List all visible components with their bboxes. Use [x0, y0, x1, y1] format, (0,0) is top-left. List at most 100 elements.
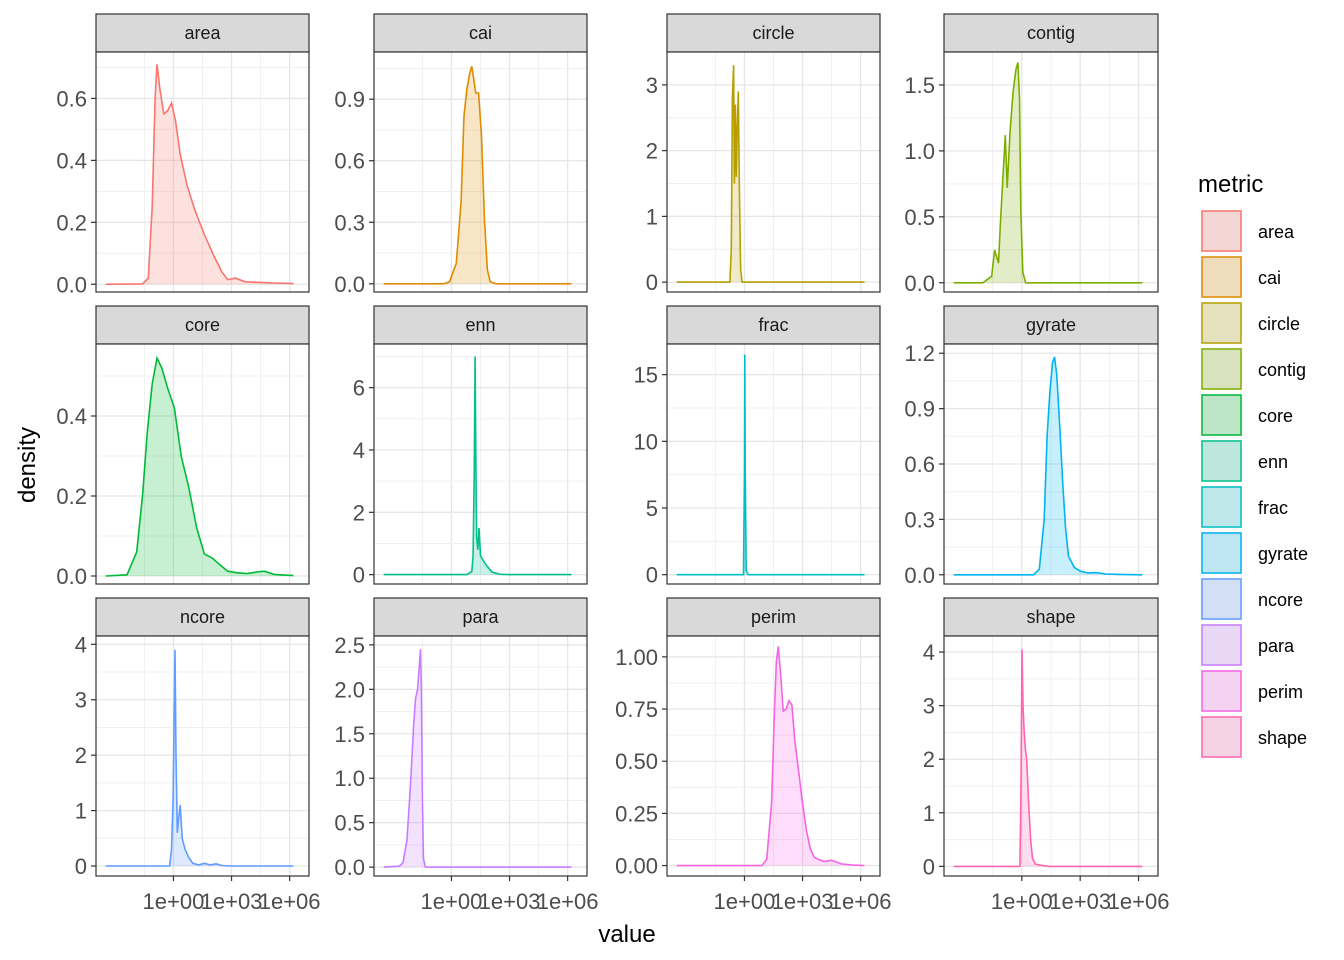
- y-tick-label: 2: [353, 500, 365, 525]
- y-tick-label: 2.5: [334, 633, 365, 658]
- legend-key-swatch: [1201, 256, 1242, 298]
- panel-grid: [374, 52, 587, 292]
- y-tick-label: 4: [75, 632, 87, 657]
- facet-strip-label: core: [185, 315, 220, 335]
- facet-strip: [666, 305, 881, 345]
- legend-key-swatch: [1201, 210, 1242, 252]
- facet-circle: circle 0 1 2 3: [646, 13, 881, 295]
- panel-grid: [944, 52, 1158, 292]
- y-tick-label: 1: [646, 204, 658, 229]
- y-tick-label: 0.0: [334, 272, 365, 297]
- y-tick-label: 0.6: [56, 86, 87, 111]
- facet-strip-label: shape: [1026, 607, 1075, 627]
- legend-item-gyrate: gyrate: [1201, 532, 1308, 574]
- legend-label: enn: [1258, 452, 1288, 472]
- y-tick-label: 1.0: [904, 139, 935, 164]
- density-line-area: [105, 64, 294, 286]
- density-area-gyrate: [953, 356, 1143, 575]
- legend-label: circle: [1258, 314, 1300, 334]
- facet-frac: frac 0 5 10 15: [634, 305, 881, 588]
- y-tick-label: 0: [75, 854, 87, 879]
- legend-item-para: para: [1201, 624, 1295, 666]
- panel-border: [373, 635, 588, 877]
- y-tick-label: 1.5: [904, 73, 935, 98]
- legend-key-bg: [1201, 210, 1242, 252]
- y-tick-label: 0.25: [615, 801, 658, 826]
- legend-key-bg: [1201, 670, 1242, 712]
- y-tick-label: 0.9: [334, 87, 365, 112]
- y-tick-label: 0.50: [615, 749, 658, 774]
- y-tick-label: 5: [646, 496, 658, 521]
- y-tick-label: 1: [923, 801, 935, 826]
- density-line-cai: [383, 66, 572, 285]
- facet-panels: area 0.0 0.2 0.4 0.6 cai 0.0 0.3 0.6 0.9 circle 0 1 2…: [56, 13, 1170, 914]
- y-tick-label: 10: [634, 429, 658, 454]
- x-tick-label: 1e+06: [830, 889, 892, 914]
- facet-strip-label: contig: [1027, 23, 1075, 43]
- y-tick-label: 2: [75, 743, 87, 768]
- legend-title: metric: [1198, 171, 1263, 198]
- y-tick-label: 6: [353, 376, 365, 401]
- y-tick-label: 0.2: [56, 210, 87, 235]
- y-tick-label: 4: [923, 640, 935, 665]
- y-tick-label: 0.3: [904, 507, 935, 532]
- density-area-core: [105, 358, 294, 576]
- x-tick-label: 1e+03: [479, 889, 541, 914]
- y-tick-label: 0.5: [334, 811, 365, 836]
- density-line-contig: [953, 62, 1143, 284]
- density-line-perim: [676, 646, 865, 867]
- facet-strip: [95, 13, 310, 53]
- facet-strip-label: ncore: [180, 607, 225, 627]
- x-tick-label: 1e+03: [201, 889, 263, 914]
- legend-key-swatch: [1201, 440, 1242, 482]
- legend-label: cai: [1258, 268, 1281, 288]
- y-tick-label: 1.00: [615, 645, 658, 670]
- density-line-ncore: [105, 649, 294, 867]
- legend-label: frac: [1258, 498, 1288, 518]
- facet-gyrate: gyrate 0.0 0.3 0.6 0.9 1.2: [904, 305, 1159, 588]
- density-line-enn: [383, 356, 572, 576]
- density-line-gyrate: [953, 356, 1143, 576]
- x-tick-label: 1e+06: [1108, 889, 1170, 914]
- y-tick-label: 0.9: [904, 397, 935, 422]
- legend-item-perim: perim: [1201, 670, 1303, 712]
- facet-core: core 0.0 0.2 0.4: [56, 305, 310, 589]
- y-tick-label: 0.0: [904, 271, 935, 296]
- panel-border: [95, 635, 310, 877]
- panel-border: [666, 343, 881, 585]
- legend-key-swatch: [1201, 486, 1242, 528]
- legend-label: gyrate: [1258, 544, 1308, 564]
- facet-strip-label: gyrate: [1026, 315, 1076, 335]
- y-tick-label: 1: [75, 799, 87, 824]
- facet-strip-label: frac: [758, 315, 788, 335]
- y-tick-label: 0.4: [56, 404, 87, 429]
- facet-strip-label: para: [462, 607, 499, 627]
- facet-strip: [666, 597, 881, 637]
- x-tick-label: 1e+00: [421, 889, 483, 914]
- facet-enn: enn 0 2 4 6: [353, 305, 588, 588]
- density-area-cai: [383, 66, 572, 284]
- y-tick-label: 0: [646, 270, 658, 295]
- legend-key-swatch: [1201, 348, 1242, 390]
- density-line-shape: [953, 649, 1143, 868]
- panel-border: [95, 343, 310, 585]
- y-tick-label: 0.2: [56, 484, 87, 509]
- x-tick-label: 1e+06: [537, 889, 599, 914]
- facet-strip: [943, 305, 1159, 345]
- legend-label: area: [1258, 222, 1295, 242]
- y-tick-label: 0.00: [615, 854, 658, 879]
- density-area-area: [105, 64, 294, 285]
- legend-label: ncore: [1258, 590, 1303, 610]
- panel-grid: [944, 344, 1158, 584]
- facet-cai: cai 0.0 0.3 0.6 0.9: [334, 13, 588, 297]
- facet-strip-label: enn: [465, 315, 495, 335]
- legend-key-bg: [1201, 394, 1242, 436]
- y-tick-label: 0.5: [904, 205, 935, 230]
- panel-grid: [96, 344, 309, 584]
- y-tick-label: 1.2: [904, 341, 935, 366]
- panel-border: [373, 343, 588, 585]
- legend-item-ncore: ncore: [1201, 578, 1303, 620]
- facet-strip-label: circle: [752, 23, 794, 43]
